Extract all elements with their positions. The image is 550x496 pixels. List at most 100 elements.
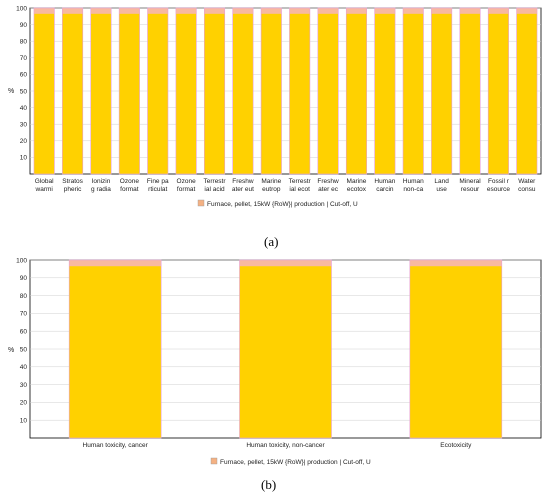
chart-b-panel-label: (b) (261, 477, 276, 492)
bar (118, 7, 140, 175)
y-tick-label: 60 (20, 72, 28, 79)
bar-body (119, 8, 140, 174)
bar-body (204, 8, 225, 174)
category-label: Ionizin (92, 178, 111, 185)
bar-body (403, 8, 424, 174)
bar-body (289, 8, 310, 174)
bar-outline (459, 7, 481, 175)
bar (516, 7, 538, 175)
category-label: Ecotoxicity (440, 442, 472, 449)
bar-outline (68, 259, 162, 439)
bar-body (346, 8, 367, 174)
bar-body (239, 260, 332, 438)
y-tick-label: 80 (20, 293, 28, 300)
bar-top-band (346, 8, 367, 14)
y-tick-label: 10 (20, 418, 28, 425)
bar (147, 7, 169, 175)
bar-top-band (33, 8, 55, 14)
bar (345, 7, 367, 175)
bar-top-band (119, 8, 140, 14)
y-tick-label: 100 (16, 257, 27, 264)
chart-a-legend-label: Furnace, pellet, 15kW {RoW}| production … (207, 201, 358, 208)
bar-outline (204, 7, 226, 175)
bar-outline (345, 7, 367, 175)
bar-body (261, 8, 282, 174)
bar-outline (33, 7, 55, 175)
category-label: Terrestr (204, 178, 227, 185)
category-label: Terrestr (289, 178, 312, 185)
bar-body (175, 8, 197, 174)
category-label: consu (518, 186, 536, 193)
y-tick-label: 50 (20, 88, 28, 95)
y-tick-label: 30 (20, 122, 28, 129)
bar-outline (260, 7, 282, 175)
bar-outline (402, 7, 424, 175)
bar (487, 7, 509, 175)
y-tick-label: 40 (20, 105, 28, 112)
y-tick-label: 40 (20, 364, 28, 371)
category-label: rticulat (148, 186, 167, 193)
category-label: Global (35, 178, 54, 185)
bar-body (317, 8, 339, 174)
category-label: format (120, 186, 139, 193)
bar-top-band (261, 8, 282, 14)
bar-body (374, 8, 396, 174)
category-label: esource (487, 186, 511, 193)
bar-outline (62, 7, 84, 175)
category-label: non-ca (403, 186, 423, 193)
chart-b-y-axis-label: % (8, 347, 14, 354)
bar-body (69, 260, 162, 438)
chart-b-legend-label: Furnace, pellet, 15kW {RoW}| production … (220, 459, 371, 466)
category-label: Human toxicity, non-cancer (246, 442, 325, 449)
category-label: Water (518, 178, 536, 185)
bar-top-band (317, 8, 339, 14)
bar-top-band (204, 8, 225, 14)
category-label: ial acid (204, 186, 225, 193)
bar-top-band (409, 260, 502, 267)
bar-top-band (516, 8, 538, 14)
bar-top-band (69, 260, 162, 267)
bar-top-band (147, 8, 168, 14)
bar-body (33, 8, 55, 174)
category-label: format (177, 186, 196, 193)
bar-top-band (232, 8, 254, 14)
category-label: pheric (64, 186, 82, 193)
category-label: use (436, 186, 447, 193)
chart-b-y-axis: 10 20 30 40 50 60 70 80 90 100 (16, 257, 27, 424)
bar-outline (175, 7, 197, 175)
bar-body (232, 8, 254, 174)
bar-top-band (459, 8, 481, 14)
bar-top-band (488, 8, 509, 14)
bar-body (488, 8, 509, 174)
chart-b: 10 20 30 40 50 60 70 80 90 100 % Human toxicity, … (8, 257, 542, 492)
category-label: Marine (347, 178, 367, 185)
category-label: Marine (261, 178, 281, 185)
chart-a-grid (30, 7, 541, 158)
category-label: ater ec (318, 186, 339, 193)
category-label: Land (434, 178, 449, 185)
bar (289, 7, 311, 175)
bar (204, 7, 226, 175)
category-label: Fossil r (488, 178, 510, 185)
bar (90, 7, 112, 175)
category-label: Human toxicity, cancer (83, 442, 149, 449)
category-label: Ozone (177, 178, 197, 185)
y-tick-label: 90 (20, 22, 28, 29)
bar (374, 7, 396, 175)
category-label: Freshw (317, 178, 339, 185)
bar (431, 7, 453, 175)
y-tick-label: 10 (20, 155, 28, 162)
bar (232, 7, 254, 175)
category-label: Human (403, 178, 424, 185)
bar (62, 7, 84, 175)
category-label: ater eut (232, 186, 254, 193)
bar (317, 7, 339, 175)
category-label: Human (374, 178, 395, 185)
y-tick-label: 80 (20, 39, 28, 46)
bar-top-band (239, 260, 332, 267)
bar-body (62, 8, 83, 174)
bar-body (459, 8, 481, 174)
bar (402, 7, 424, 175)
bar-body (431, 8, 452, 174)
